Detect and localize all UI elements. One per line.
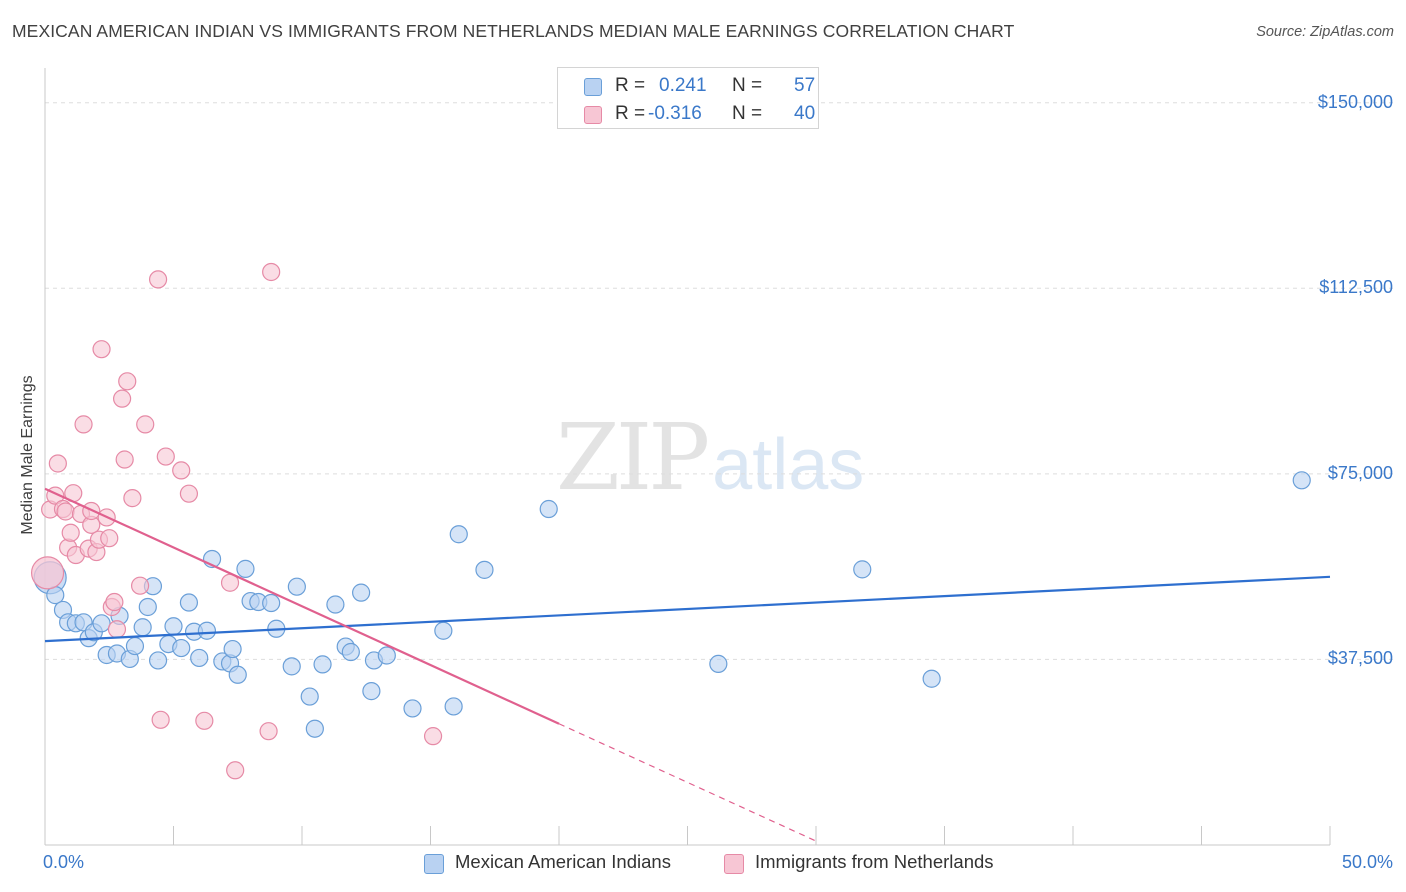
legend-label-blue: Mexican American Indians: [455, 851, 671, 872]
data-point-blue: [125, 636, 145, 656]
data-point-pink: [172, 461, 191, 480]
watermark-zip: ZIP: [556, 404, 710, 511]
data-point-blue: [362, 682, 381, 701]
data-point-pink: [92, 340, 111, 359]
data-point-pink: [118, 372, 137, 391]
data-point-blue: [403, 699, 422, 718]
data-point-pink: [226, 761, 245, 780]
data-point-blue: [313, 655, 332, 674]
data-point-blue: [172, 638, 191, 658]
data-point-blue: [262, 593, 281, 613]
data-point-blue: [305, 719, 324, 738]
data-point-blue: [179, 593, 199, 612]
data-point-pink: [179, 484, 199, 503]
data-point-blue: [449, 525, 468, 544]
legend: Mexican American Indians Immigrants from…: [0, 851, 1406, 877]
y-tick-label: $112,500: [1319, 277, 1393, 298]
data-point-blue: [190, 648, 209, 668]
legend-label-pink: Immigrants from Netherlands: [755, 851, 994, 872]
data-point-pink: [74, 415, 93, 434]
stats-n-value: 57: [794, 75, 816, 96]
y-tick-label: $150,000: [1317, 91, 1393, 112]
data-point-pink: [105, 592, 124, 612]
trend-line-pink: [44, 487, 560, 725]
data-point-pink: [100, 529, 119, 548]
stats-r-value: 0.241: [659, 75, 707, 96]
stats-n-label: N =: [732, 75, 763, 96]
y-tick-label: $75,000: [1327, 462, 1393, 483]
data-point-blue: [326, 595, 345, 614]
data-point-pink: [130, 576, 150, 595]
data-point-blue: [92, 614, 111, 633]
watermark: ZIPatlas: [556, 404, 864, 511]
data-point-pink: [423, 727, 443, 746]
data-point-blue: [444, 697, 463, 716]
data-point-blue: [148, 651, 168, 670]
data-point-pink: [262, 262, 281, 282]
data-point-pink: [112, 389, 132, 408]
data-point-blue: [922, 669, 941, 688]
data-point-blue: [853, 560, 872, 579]
data-point-blue: [236, 559, 255, 578]
stats-r-label: R =: [615, 103, 646, 124]
data-point-pink: [107, 620, 127, 639]
data-point-pink: [136, 415, 155, 434]
data-point-pink: [61, 523, 80, 542]
data-point-pink: [259, 722, 278, 741]
data-point-blue: [352, 583, 371, 602]
data-point-pink: [151, 710, 170, 729]
data-point-blue: [197, 621, 217, 640]
data-point-blue: [287, 577, 306, 596]
stats-box: R = 0.241 N = 57 R = -0.316 N = 40: [557, 67, 819, 129]
legend-swatch-pink: [724, 854, 744, 874]
data-point-blue: [223, 639, 242, 659]
stats-n-value: 40: [794, 103, 816, 124]
data-point-blue: [282, 657, 301, 676]
data-point-blue: [300, 687, 319, 706]
data-point-pink: [56, 502, 75, 521]
chart-title: MEXICAN AMERICAN INDIAN VS IMMIGRANTS FR…: [12, 21, 1015, 41]
data-point-pink: [148, 270, 168, 289]
data-point-pink: [195, 711, 214, 730]
data-point-pink: [48, 454, 67, 473]
chart-source: Source: ZipAtlas.com: [1256, 24, 1394, 40]
stats-swatch-blue: [584, 78, 602, 96]
data-point-blue: [1292, 471, 1311, 490]
data-point-blue: [434, 621, 453, 640]
data-point-blue: [228, 665, 247, 684]
data-point-blue: [133, 618, 152, 637]
y-tick-label: $37,500: [1327, 648, 1393, 669]
data-point-blue: [138, 597, 157, 617]
stats-r-value: -0.316: [648, 103, 702, 124]
data-point-blue: [341, 642, 360, 662]
data-point-pink: [115, 450, 134, 469]
data-point-pink: [123, 489, 142, 508]
x-tick-label-max: 50.0%: [1341, 852, 1393, 872]
stats-swatch-pink: [584, 106, 602, 124]
legend-swatch-blue: [424, 854, 444, 874]
data-point-blue: [377, 646, 396, 665]
data-point-pink: [156, 447, 175, 466]
trend-line-blue: [44, 575, 1331, 643]
y-axis-label: Median Male Earnings: [19, 375, 36, 535]
data-point-blue: [164, 617, 183, 636]
data-point-blue: [709, 654, 728, 673]
trend-line-extension-pink: [558, 723, 817, 842]
x-tick-label-min: 0.0%: [43, 852, 85, 872]
data-point-blue: [539, 499, 558, 519]
data-point-blue: [475, 560, 494, 579]
data-point-pink: [30, 556, 65, 590]
stats-n-label: N =: [732, 103, 763, 124]
stats-r-label: R =: [615, 75, 646, 96]
watermark-atlas: atlas: [712, 425, 865, 505]
